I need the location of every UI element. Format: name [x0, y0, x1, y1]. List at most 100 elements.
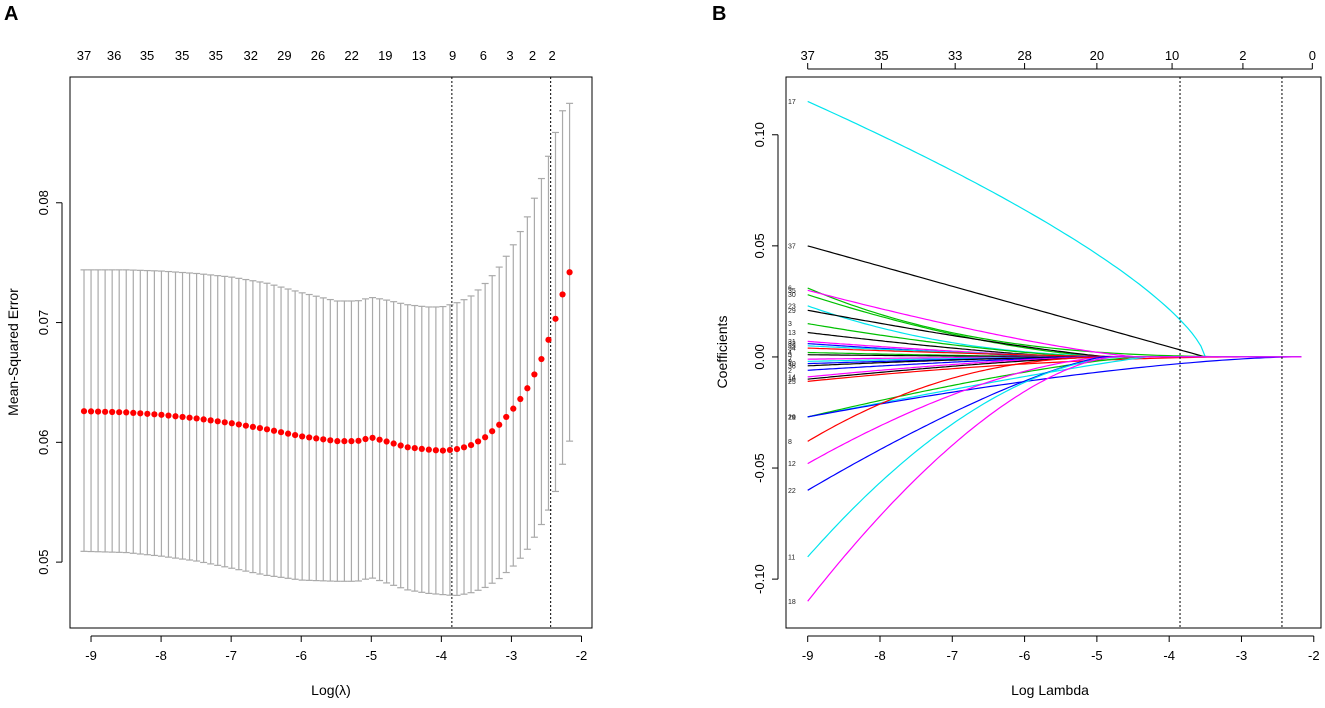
- mse-point: [425, 446, 432, 453]
- x-tick-label: -6: [1019, 648, 1031, 663]
- top-axis-label: 9: [449, 48, 456, 63]
- x-tick-label: -5: [366, 648, 378, 663]
- top-axis-label: 2: [548, 48, 555, 63]
- y-tick-label: -0.05: [752, 453, 767, 483]
- mse-point: [538, 355, 545, 363]
- mse-point: [151, 411, 158, 418]
- mse-point: [144, 410, 151, 417]
- path-label: 32: [788, 341, 796, 348]
- top-axis-label: 36: [107, 48, 121, 63]
- mse-point: [362, 435, 369, 443]
- path-label: 25: [788, 379, 796, 386]
- mse-point: [566, 269, 573, 276]
- mse-point: [474, 438, 482, 445]
- panel-b-top-axis: 37 35 33 28 20 10 2 0: [800, 48, 1316, 70]
- panel-a-reference-lines: [451, 77, 552, 628]
- path-label: 33: [788, 343, 796, 350]
- mse-point: [503, 413, 510, 421]
- mse-point: [102, 408, 109, 415]
- path-label: 10: [788, 361, 796, 368]
- mse-point: [439, 447, 447, 454]
- path-label: 6: [788, 286, 792, 293]
- coefficient-path: [807, 289, 1302, 358]
- coefficient-path: [807, 309, 1302, 358]
- mse-point: [123, 409, 130, 416]
- path-label: 3: [788, 321, 792, 328]
- top-axis-label: 20: [1090, 48, 1104, 63]
- mse-point: [186, 414, 193, 421]
- top-axis-label: 37: [77, 48, 91, 63]
- panel-b: B 17376353023293133132333445791036214162…: [712, 3, 1322, 698]
- path-label: 34: [788, 346, 796, 353]
- coefficient-path: [807, 323, 1302, 358]
- mse-point: [277, 429, 285, 436]
- mse-point: [270, 427, 278, 434]
- panel-b-reference-lines: [1179, 77, 1283, 628]
- mse-point: [524, 385, 531, 392]
- path-label: 7: [788, 357, 792, 364]
- mse-point: [284, 430, 292, 437]
- path-label: 20: [788, 414, 796, 421]
- y-tick-label: 0.00: [752, 344, 767, 369]
- path-label: 14: [788, 374, 796, 381]
- x-tick-label: -7: [947, 648, 959, 663]
- mse-point: [376, 436, 383, 443]
- mse-point: [94, 408, 102, 415]
- panel-b-plot-frame: [785, 76, 1322, 629]
- path-label: 19: [788, 414, 796, 421]
- top-axis-label: 26: [311, 48, 325, 63]
- mse-point: [552, 315, 559, 322]
- top-axis-label: 35: [209, 48, 223, 63]
- coefficient-path: [807, 356, 1302, 382]
- top-axis-label: 2: [529, 48, 536, 63]
- x-tick-label: -3: [506, 648, 518, 663]
- mse-point: [369, 434, 376, 441]
- coefficient-path: [807, 347, 1302, 358]
- top-axis-label: 35: [874, 48, 888, 63]
- coefficient-path: [807, 356, 1302, 602]
- mse-point: [228, 420, 235, 427]
- mse-point: [510, 405, 517, 412]
- x-tick-label: -4: [436, 648, 448, 663]
- mse-point: [418, 445, 425, 452]
- coefficient-path: [807, 245, 1302, 358]
- top-axis-label: 19: [378, 48, 392, 63]
- mse-point: [263, 426, 271, 433]
- mse-point: [292, 431, 299, 439]
- top-axis-label: 0: [1309, 48, 1316, 63]
- top-axis-label: 10: [1165, 48, 1179, 63]
- path-label: 4: [788, 350, 792, 357]
- mse-point: [432, 447, 439, 454]
- y-tick-label: 0.08: [36, 190, 51, 215]
- path-label: 9: [788, 359, 792, 366]
- path-label: 17: [788, 99, 796, 106]
- mse-point: [559, 291, 566, 298]
- path-label: 22: [788, 488, 796, 495]
- mse-point: [446, 446, 454, 454]
- mse-point: [207, 417, 214, 424]
- mse-point: [235, 421, 242, 428]
- coefficient-path: [807, 356, 1302, 378]
- coefficient-path: [807, 356, 1302, 418]
- top-axis-label: 6: [480, 48, 487, 63]
- panel-b-label: B: [712, 3, 726, 25]
- mse-point: [545, 336, 552, 343]
- panel-b-x-axis: -9 -8 -7 -6 -5 -4 -3 -2: [802, 635, 1320, 663]
- path-label: 8: [788, 439, 792, 446]
- path-label: 37: [788, 243, 796, 250]
- x-tick-label: -4: [1163, 648, 1175, 663]
- top-axis-label: 33: [948, 48, 962, 63]
- y-tick-label: 0.10: [752, 122, 767, 147]
- x-tick-label: -6: [295, 648, 307, 663]
- coefficient-path: [807, 356, 1302, 558]
- mse-point: [453, 446, 461, 453]
- top-axis-label: 37: [800, 48, 814, 63]
- mse-point: [390, 440, 397, 447]
- coefficient-path: [807, 294, 1302, 358]
- y-tick-label: -0.10: [752, 564, 767, 594]
- top-axis-label: 22: [344, 48, 358, 63]
- mse-point: [411, 444, 418, 452]
- path-label: 21: [788, 414, 796, 421]
- mse-point: [334, 438, 341, 445]
- mse-point: [256, 424, 264, 432]
